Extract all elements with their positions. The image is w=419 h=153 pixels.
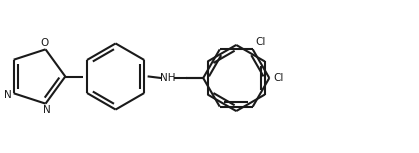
Text: N: N: [4, 90, 11, 100]
Text: O: O: [40, 38, 48, 48]
Text: NH: NH: [160, 73, 176, 83]
Text: Cl: Cl: [274, 73, 284, 83]
Text: Cl: Cl: [256, 37, 266, 47]
Text: N: N: [43, 105, 51, 115]
